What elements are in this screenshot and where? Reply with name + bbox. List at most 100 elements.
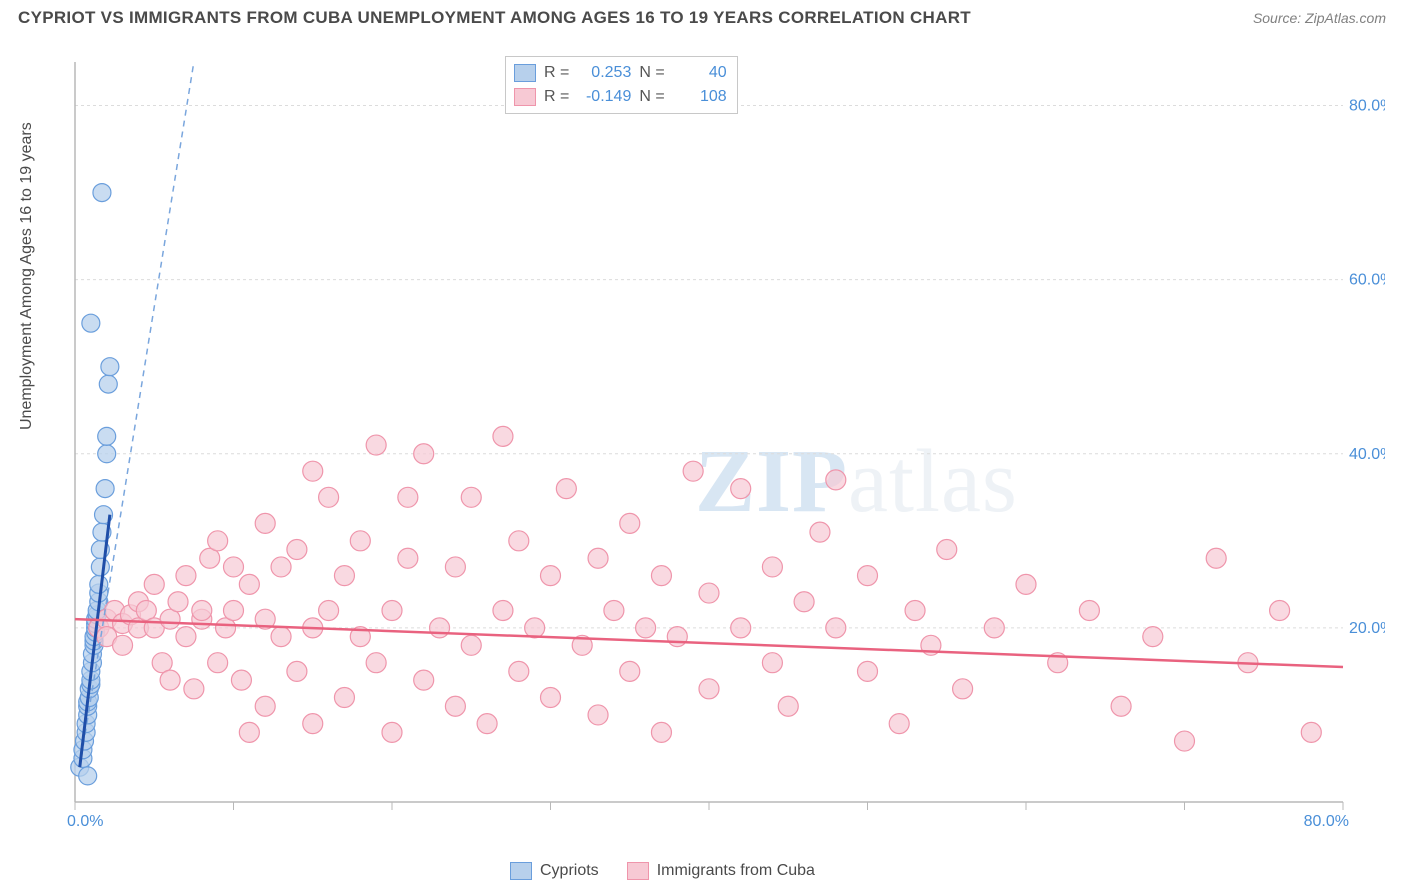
data-point: [239, 574, 259, 594]
data-point: [651, 566, 671, 586]
data-point: [588, 548, 608, 568]
data-point: [184, 679, 204, 699]
legend-series-item: Immigrants from Cuba: [627, 862, 815, 880]
data-point: [1206, 548, 1226, 568]
data-point: [271, 627, 291, 647]
data-point: [287, 661, 307, 681]
data-point: [762, 557, 782, 577]
data-point: [762, 653, 782, 673]
data-point: [541, 566, 561, 586]
n-value: 40: [673, 64, 727, 82]
r-value: 0.253: [577, 64, 631, 82]
data-point: [382, 722, 402, 742]
data-point: [382, 600, 402, 620]
data-point: [683, 461, 703, 481]
data-point: [79, 767, 97, 785]
data-point: [461, 635, 481, 655]
data-point: [1143, 627, 1163, 647]
data-point: [319, 487, 339, 507]
legend-swatch: [514, 64, 536, 82]
trend-extrapolation: [80, 62, 194, 767]
data-point: [90, 575, 108, 593]
data-point: [731, 479, 751, 499]
data-point: [445, 696, 465, 716]
data-point: [1301, 722, 1321, 742]
source-citation: Source: ZipAtlas.com: [1253, 10, 1386, 26]
data-point: [398, 548, 418, 568]
data-point: [1175, 731, 1195, 751]
data-point: [731, 618, 751, 638]
data-point: [366, 653, 386, 673]
data-point: [255, 513, 275, 533]
data-point: [556, 479, 576, 499]
y-axis-label: Unemployment Among Ages 16 to 19 years: [18, 122, 36, 430]
data-point: [1111, 696, 1131, 716]
data-point: [953, 679, 973, 699]
legend-stat-row: R =0.253N =40: [514, 61, 727, 85]
data-point: [889, 714, 909, 734]
legend-swatch: [514, 88, 536, 106]
legend-series-label: Immigrants from Cuba: [657, 862, 815, 880]
x-origin-label: 0.0%: [67, 813, 103, 830]
data-point: [334, 688, 354, 708]
legend-swatch: [627, 862, 649, 880]
x-max-label: 80.0%: [1304, 813, 1349, 830]
data-point: [826, 470, 846, 490]
data-point: [192, 600, 212, 620]
data-point: [858, 566, 878, 586]
data-point: [493, 600, 513, 620]
data-point: [620, 661, 640, 681]
n-label: N =: [639, 64, 664, 82]
title-bar: CYPRIOT VS IMMIGRANTS FROM CUBA UNEMPLOY…: [0, 0, 1406, 34]
data-point: [287, 540, 307, 560]
data-point: [588, 705, 608, 725]
data-point: [91, 558, 109, 576]
data-point: [271, 557, 291, 577]
data-point: [541, 688, 561, 708]
data-point: [208, 531, 228, 551]
data-point: [477, 714, 497, 734]
data-point: [810, 522, 830, 542]
data-point: [858, 661, 878, 681]
data-point: [99, 375, 117, 393]
data-point: [1016, 574, 1036, 594]
legend-series: Cypriots Immigrants from Cuba: [510, 862, 815, 880]
data-point: [826, 618, 846, 638]
legend-stat-row: R =-0.149N =108: [514, 85, 727, 109]
data-point: [113, 635, 133, 655]
data-point: [98, 445, 116, 463]
data-point: [414, 670, 434, 690]
data-point: [93, 184, 111, 202]
legend-statistics: R =0.253N =40R =-0.149N =108: [505, 56, 738, 114]
legend-series-item: Cypriots: [510, 862, 599, 880]
data-point: [667, 627, 687, 647]
scatter-chart-svg: 20.0%40.0%60.0%80.0%0.0%80.0%: [55, 50, 1385, 830]
data-point: [1270, 600, 1290, 620]
data-point: [144, 574, 164, 594]
data-point: [239, 722, 259, 742]
data-point: [699, 679, 719, 699]
chart-title: CYPRIOT VS IMMIGRANTS FROM CUBA UNEMPLOY…: [18, 8, 971, 28]
data-point: [414, 444, 434, 464]
data-point: [334, 566, 354, 586]
data-point: [255, 696, 275, 716]
data-point: [430, 618, 450, 638]
data-point: [604, 600, 624, 620]
data-point: [905, 600, 925, 620]
data-point: [82, 314, 100, 332]
data-point: [101, 358, 119, 376]
data-point: [525, 618, 545, 638]
data-point: [794, 592, 814, 612]
data-point: [509, 531, 529, 551]
data-point: [224, 557, 244, 577]
data-point: [303, 714, 323, 734]
data-point: [319, 600, 339, 620]
data-point: [231, 670, 251, 690]
r-value: -0.149: [577, 88, 631, 106]
y-tick-label: 20.0%: [1349, 620, 1385, 637]
data-point: [303, 461, 323, 481]
data-point: [168, 592, 188, 612]
chart-plot-area: ZIPatlas 20.0%40.0%60.0%80.0%0.0%80.0%: [55, 50, 1385, 830]
data-point: [224, 600, 244, 620]
data-point: [493, 426, 513, 446]
